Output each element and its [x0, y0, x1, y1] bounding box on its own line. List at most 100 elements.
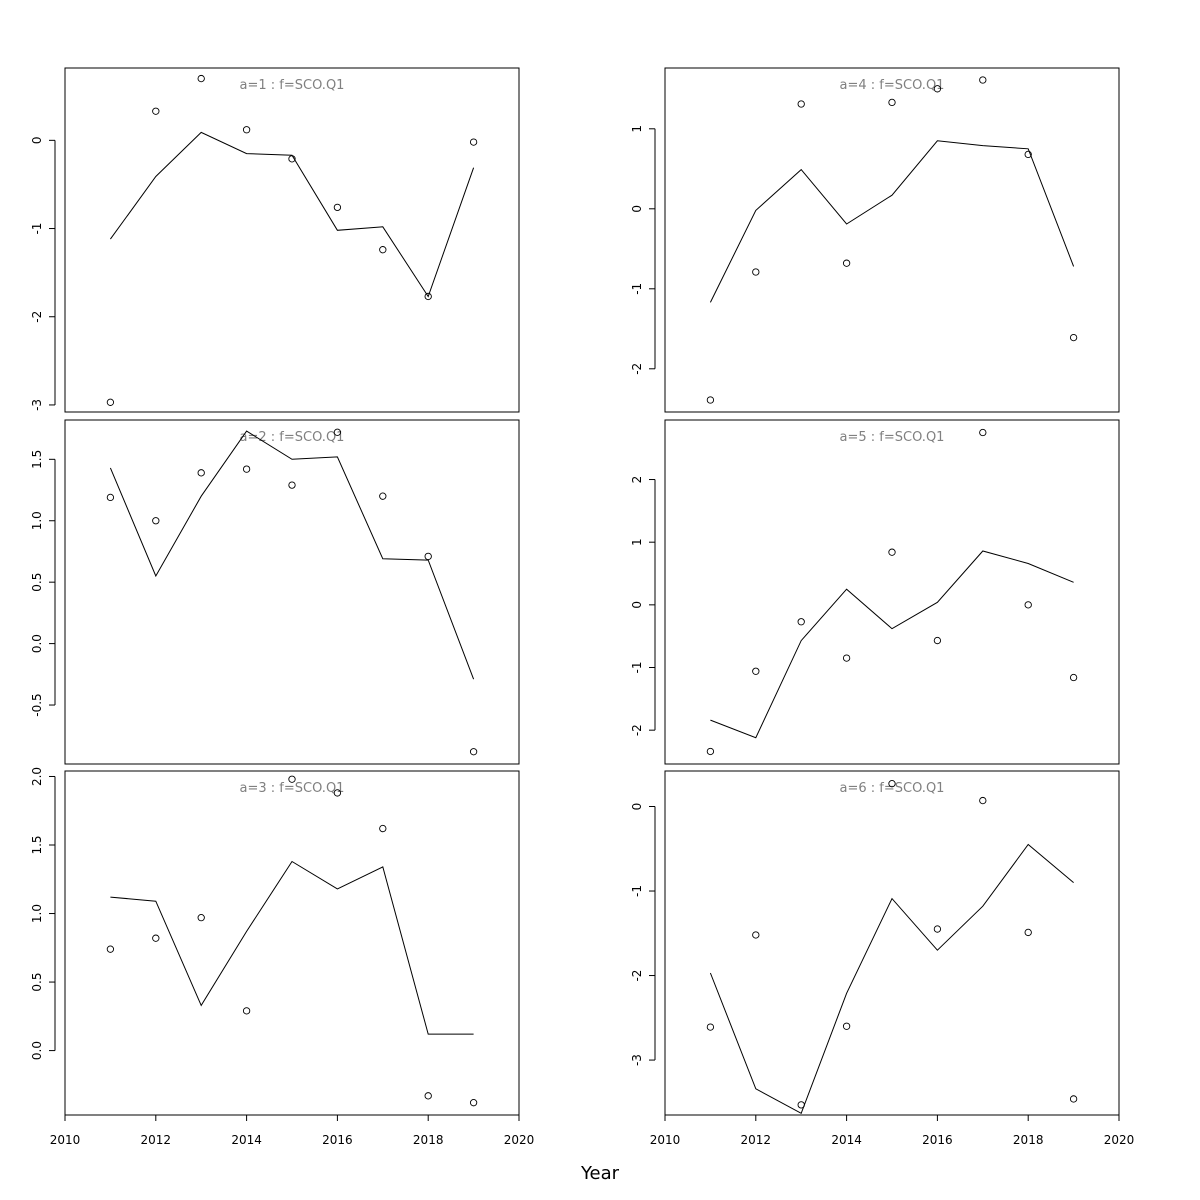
x-tick-label: 2012 [141, 1133, 172, 1147]
observed-point [424, 1092, 432, 1100]
observed-point [424, 292, 432, 301]
observed-point [1024, 601, 1032, 609]
y-tick-label: 0 [630, 803, 644, 811]
panel-frame [64, 770, 520, 1116]
x-tick-label: 2018 [1013, 1133, 1044, 1147]
observed-point [979, 76, 987, 84]
observed-point [1024, 150, 1032, 159]
y-tick-label: 1.5 [30, 450, 44, 469]
observed-point [152, 107, 160, 115]
fitted-line [109, 131, 475, 298]
x-tick-label: 2014 [231, 1133, 262, 1147]
observed-point [333, 428, 342, 436]
y-tick-label: 0 [30, 137, 44, 145]
observed-point [797, 618, 805, 626]
observed-point [1069, 333, 1078, 342]
panel-title: a=1 : f=SCO.Q1 [240, 78, 345, 93]
observed-point [242, 1007, 251, 1015]
x-tick-label: 2020 [1104, 1133, 1135, 1147]
panel-frame [664, 770, 1120, 1116]
x-tick-label: 2010 [650, 1133, 681, 1147]
observed-point [197, 469, 205, 477]
observed-point [797, 1101, 805, 1109]
observed-point [424, 552, 432, 561]
observed-point [288, 155, 296, 163]
observed-point [106, 493, 115, 502]
y-tick-label: -2 [630, 724, 644, 736]
panel-3: a=3 : f=SCO.Q1 0.0 0.5 1.0 1.5 2.0 2010 2012 201… [30, 767, 534, 1147]
panel-frame [64, 67, 520, 413]
y-tick-label: -1 [630, 885, 644, 897]
fitted-line [709, 140, 1075, 303]
y-tick-label: 1.0 [30, 904, 44, 923]
y-tick-label: 0.0 [30, 1041, 44, 1060]
observed-point [752, 667, 760, 675]
observed-point [379, 246, 387, 254]
observed-point [197, 913, 205, 922]
y-tick-label: 0 [630, 601, 644, 609]
observed-point [1069, 673, 1078, 682]
observed-point [888, 780, 896, 788]
observed-point [933, 85, 942, 93]
panel-frame [64, 419, 520, 765]
x-tick-label: 2014 [831, 1133, 862, 1147]
observed-point [706, 747, 715, 756]
y-tick-label: 2 [630, 476, 644, 484]
observed-point [152, 517, 160, 525]
observed-point [469, 138, 478, 146]
x-tick-label: 2012 [741, 1133, 772, 1147]
y-tick-label: 2.0 [30, 767, 44, 786]
observed-point [933, 925, 942, 933]
panel-1: a=1 : f=SCO.Q1 -3 -2 -1 0 [30, 67, 520, 413]
fitted-line [109, 430, 475, 680]
observed-point [888, 98, 896, 107]
observed-point [333, 203, 342, 212]
fitted-line [709, 843, 1074, 1115]
panel-frame [664, 67, 1120, 413]
panel-5: a=5 : f=SCO.Q1 -2 -1 0 1 2 [630, 419, 1120, 765]
y-tick-label: 0 [630, 205, 644, 213]
y-tick-label: -2 [630, 970, 644, 982]
observed-point [469, 748, 478, 756]
observed-point [152, 934, 160, 942]
observed-point [106, 945, 115, 953]
observed-point [469, 1099, 478, 1107]
observed-point [379, 824, 387, 833]
x-tick-label: 2010 [50, 1133, 81, 1147]
x-axis-label: Year [580, 1163, 620, 1184]
observed-point [933, 636, 942, 645]
observed-point [979, 428, 987, 437]
observed-point [979, 796, 987, 805]
observed-point [106, 398, 115, 406]
y-tick-label: 0.0 [30, 634, 44, 653]
observed-point [1069, 1095, 1078, 1103]
observed-point [197, 74, 205, 83]
y-tick-label: 1 [630, 538, 644, 546]
y-tick-label: 1.0 [30, 511, 44, 530]
panel-frame [664, 419, 1120, 765]
observed-point [752, 268, 760, 276]
y-tick-label: 0.5 [30, 973, 44, 992]
observed-point [888, 548, 896, 556]
observed-point [842, 654, 851, 662]
fitted-line [710, 550, 1074, 739]
panel-4: a=4 : f=SCO.Q1 -2 -1 0 1 [630, 67, 1120, 413]
observed-point [1024, 928, 1032, 937]
observed-point [752, 931, 760, 939]
panel-title: a=6 : f=SCO.Q1 [840, 781, 945, 796]
observed-point [288, 775, 296, 783]
observed-point [797, 100, 805, 108]
panel-2: a=2 : f=SCO.Q1 -0.5 0.0 0.5 1.0 1.5 [30, 419, 520, 765]
y-tick-label: 0.5 [30, 573, 44, 592]
x-tick-label: 2016 [322, 1133, 353, 1147]
fitted-line [110, 860, 474, 1035]
observed-point [242, 126, 251, 134]
y-tick-label: -3 [630, 1054, 644, 1066]
observed-point [842, 1022, 851, 1030]
y-tick-label: -0.5 [30, 693, 44, 716]
y-tick-label: -1 [630, 662, 644, 674]
panel-title: a=5 : f=SCO.Q1 [840, 430, 945, 445]
observed-point [706, 396, 715, 404]
panel-title: a=4 : f=SCO.Q1 [840, 78, 945, 93]
